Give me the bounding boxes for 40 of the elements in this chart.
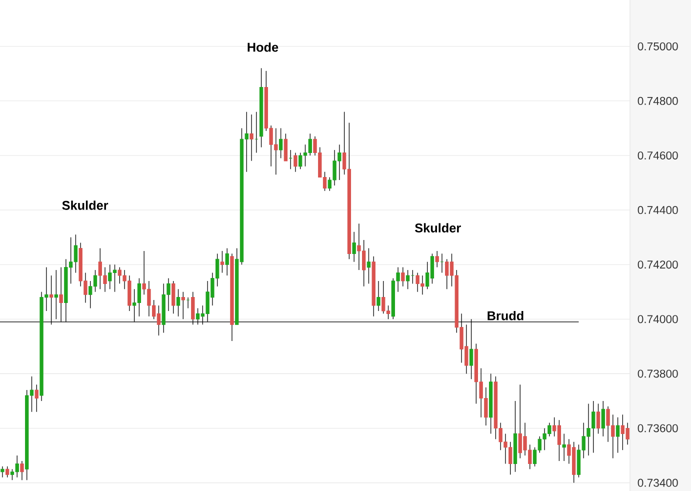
candlestick [186,296,190,309]
candlestick [0,466,4,478]
candlestick [401,266,405,287]
y-tick-label: 0.74800 [638,96,678,105]
candlestick [181,292,185,320]
candlestick [366,248,371,284]
ref-line-label: Brudd [488,310,524,320]
y-tick-label: 0.73800 [638,370,678,378]
y-tick-label: 0.74400 [638,206,678,214]
y-tick-label: 0.75000 [638,42,678,50]
candlestick [596,403,600,434]
y-tick-label: 0.74200 [638,260,678,269]
candlestick [352,232,356,262]
candlestick [225,248,229,276]
y-tick-label: 0.74000 [638,315,678,324]
candlestick [616,417,620,454]
candlestick [191,292,195,325]
candlestick [294,152,298,172]
y-tick-label: 0.74600 [638,151,678,160]
candlestick [376,280,380,312]
y-tick-label: 0.73400 [638,478,678,487]
y-tick-label: 0.73600 [638,424,678,432]
candlestick [250,114,254,162]
candlestick [176,288,180,317]
candlestick [284,133,288,162]
candlestick [562,433,566,462]
candlestick [469,318,474,380]
annotation: Hode [248,42,278,52]
annotation: Skulder [414,223,461,232]
candlestick [20,460,24,480]
candlestick [59,266,63,322]
candlestick [34,384,38,412]
candlestick [601,400,605,437]
annotation: Skulder [62,200,108,210]
candlestick [220,250,224,274]
candlestick [406,270,410,290]
candlestick [278,128,283,159]
candlestick [172,280,176,314]
candlestick [435,250,439,268]
candlestick [6,466,10,478]
